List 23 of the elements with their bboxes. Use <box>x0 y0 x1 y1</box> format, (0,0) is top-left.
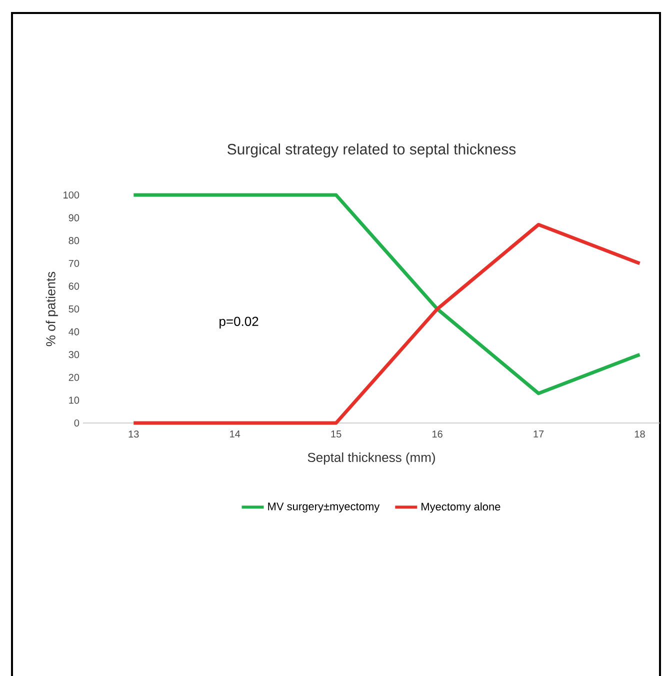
legend-label: Myectomy alone <box>422 502 500 513</box>
x-axis-title: Septal thickness (mm) <box>308 452 435 465</box>
y-tick-label: 70 <box>68 260 80 267</box>
y-axis-title: % of patients <box>46 272 58 346</box>
x-tick-label: 14 <box>230 430 240 438</box>
x-tick-label: 18 <box>634 430 645 438</box>
y-tick-label: 0 <box>74 419 80 427</box>
x-tick-label: 16 <box>432 430 442 438</box>
y-tick-label: 90 <box>68 214 80 222</box>
y-tick-label: 30 <box>68 351 80 358</box>
y-tick-label: 10 <box>69 396 80 404</box>
x-tick-label: 17 <box>534 430 544 438</box>
y-tick-label: 100 <box>64 191 80 199</box>
y-tick-label: 20 <box>68 374 80 381</box>
x-tick-label: 13 <box>128 430 139 438</box>
y-tick-label: 80 <box>68 237 80 244</box>
y-tick-label: 50 <box>68 305 80 313</box>
chart-title: Surgical strategy related to septal thickness <box>228 143 516 158</box>
y-tick-label: 40 <box>68 328 80 336</box>
y-tick-label: 60 <box>68 282 80 290</box>
legend-label: MV surgery±myectomy <box>268 502 380 512</box>
x-tick-label: 15 <box>331 430 342 438</box>
annotation: p=0.02 <box>220 316 258 329</box>
